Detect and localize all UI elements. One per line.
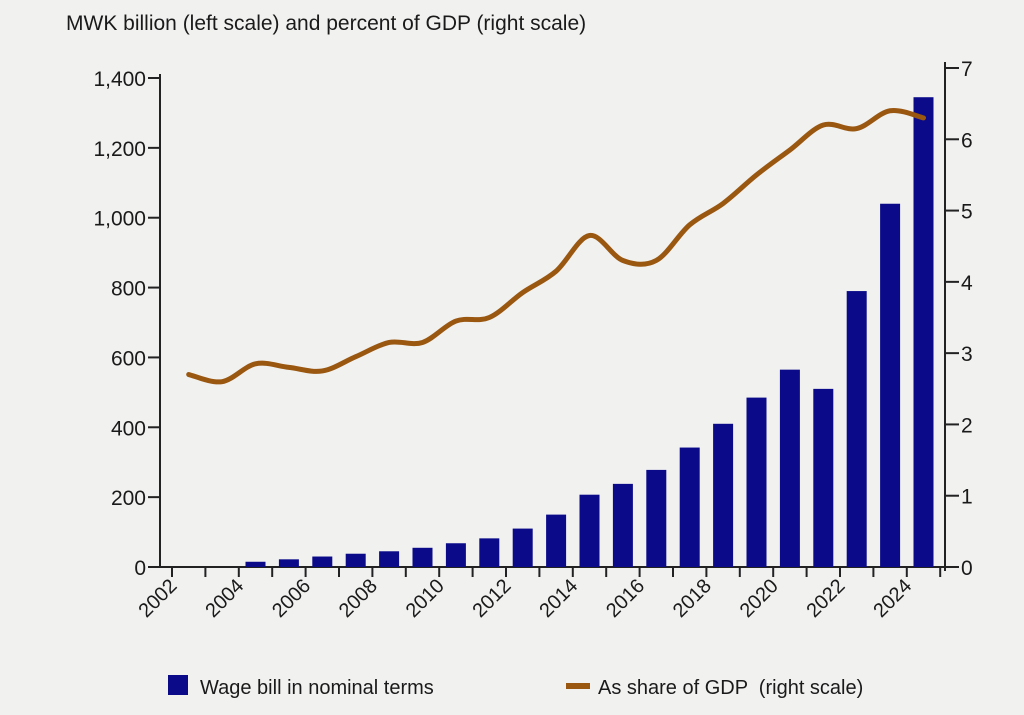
- bar-2019: [746, 397, 767, 567]
- right-tick-label: 5: [961, 201, 973, 224]
- x-tick-label: 2022: [803, 575, 850, 622]
- right-tick-label: 6: [961, 129, 973, 152]
- left-tick-label: 600: [111, 347, 146, 370]
- right-tick-label: 2: [961, 414, 973, 437]
- left-tick-label: 200: [111, 487, 146, 510]
- bar-2006: [312, 556, 333, 567]
- x-tick-label: 2002: [135, 575, 182, 622]
- bar-2007: [345, 553, 366, 567]
- right-tick-label: 0: [961, 557, 973, 580]
- bar-2020: [779, 369, 800, 567]
- bar-2011: [479, 538, 500, 567]
- bar-2021: [813, 388, 834, 567]
- bar-2022: [846, 291, 867, 567]
- bar-2014: [579, 494, 600, 567]
- left-tick-label: 400: [111, 417, 146, 440]
- left-tick-label: 0: [134, 557, 146, 580]
- right-tick-label: 1: [961, 486, 973, 509]
- bar-2016: [646, 469, 667, 567]
- bar-2015: [612, 483, 633, 567]
- bar-2024: [913, 97, 934, 567]
- bar-2004: [245, 561, 266, 567]
- chart-title: MWK billion (left scale) and percent of …: [66, 12, 586, 35]
- left-tick-label: 800: [111, 278, 146, 301]
- bar-2012: [512, 528, 533, 567]
- x-tick-label: 2008: [335, 575, 382, 622]
- bar-2017: [679, 447, 700, 567]
- left-tick-label: 1,400: [93, 68, 146, 91]
- right-tick-label: 7: [961, 58, 973, 81]
- gdp-share-line: [186, 108, 926, 385]
- x-tick-label: 2018: [669, 575, 716, 622]
- bar-2013: [546, 514, 567, 567]
- bar-2009: [412, 547, 433, 567]
- x-tick-label: 2016: [602, 575, 649, 622]
- x-tick-label: 2014: [535, 575, 582, 622]
- left-tick-label: 1,200: [93, 138, 146, 161]
- x-tick-label: 2010: [402, 575, 449, 622]
- x-tick-label: 2006: [268, 575, 315, 622]
- bar-2008: [379, 551, 400, 567]
- x-tick-label: 2012: [469, 575, 516, 622]
- left-tick-label: 1,000: [93, 208, 146, 231]
- bar-2018: [713, 423, 734, 567]
- right-tick-label: 3: [961, 343, 973, 366]
- legend-swatch-bar: [168, 675, 188, 695]
- legend: Wage bill in nominal terms As share of G…: [168, 675, 863, 699]
- bar-2005: [278, 559, 299, 567]
- x-tick-label: 2024: [869, 575, 916, 622]
- bar-2023: [880, 203, 901, 567]
- x-tick-label: 2020: [736, 575, 783, 622]
- x-tick-label: 2004: [201, 575, 248, 622]
- legend-label-line: As share of GDP (right scale): [598, 677, 863, 699]
- bar-2010: [445, 543, 466, 567]
- legend-label-bar: Wage bill in nominal terms: [200, 677, 434, 699]
- legend-swatch-line: [566, 683, 590, 689]
- right-tick-label: 4: [961, 272, 973, 295]
